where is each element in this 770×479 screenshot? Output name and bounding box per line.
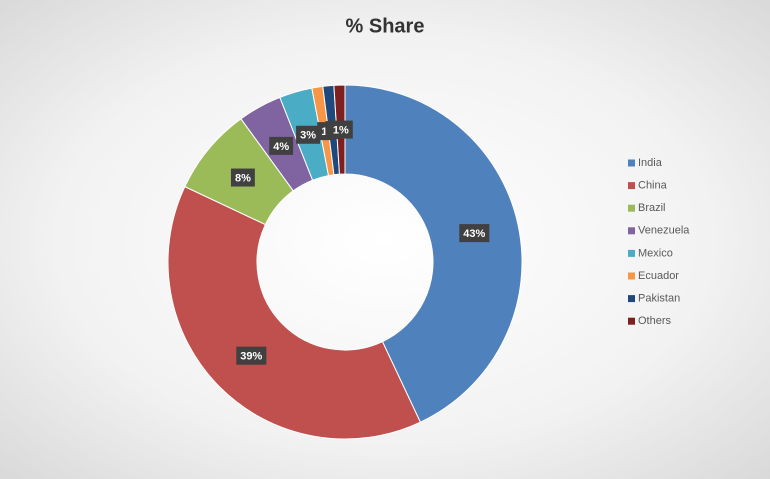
- data-label-text: 8%: [235, 172, 251, 184]
- data-label-box: [459, 224, 490, 243]
- data-label-box: [328, 120, 353, 139]
- data-label: 3%: [296, 125, 320, 144]
- data-label: 4%: [269, 136, 294, 155]
- data-label: 43%: [459, 224, 490, 243]
- data-label-box: [269, 136, 294, 155]
- donut-slice: [344, 84, 523, 423]
- data-label-box: [296, 125, 320, 144]
- donut-slice: [167, 185, 422, 440]
- legend-text: China: [638, 180, 668, 192]
- legend-text: India: [638, 157, 663, 169]
- legend-swatch: [628, 159, 635, 167]
- data-label: 8%: [230, 168, 255, 187]
- legend-text: Mexico: [638, 247, 673, 259]
- data-label-text: 1%: [333, 124, 349, 136]
- legend-text: Others: [638, 315, 672, 327]
- legend-text: Pakistan: [638, 293, 680, 305]
- legend-swatch: [628, 272, 635, 280]
- legend-swatch: [628, 182, 635, 190]
- legend-text: Venezuela: [638, 225, 690, 237]
- data-label-text: 39%: [240, 351, 262, 363]
- data-label-text: 1: [321, 126, 327, 138]
- data-label: 1%: [328, 120, 353, 139]
- legend-swatch: [628, 295, 635, 303]
- data-label-text: 3%: [300, 130, 316, 142]
- chart-title: % Share: [346, 15, 425, 37]
- legend-text: Ecuador: [638, 270, 679, 282]
- legend-swatch: [628, 249, 635, 257]
- data-label-box: [236, 346, 267, 365]
- legend-swatch: [628, 227, 635, 235]
- data-label-box: [230, 168, 255, 187]
- legend-swatch: [628, 204, 635, 212]
- data-label: 39%: [236, 346, 267, 365]
- legend-swatch: [628, 317, 635, 325]
- data-label-text: 4%: [273, 141, 289, 153]
- data-label-text: 43%: [463, 228, 485, 240]
- legend-text: Brazil: [638, 202, 666, 214]
